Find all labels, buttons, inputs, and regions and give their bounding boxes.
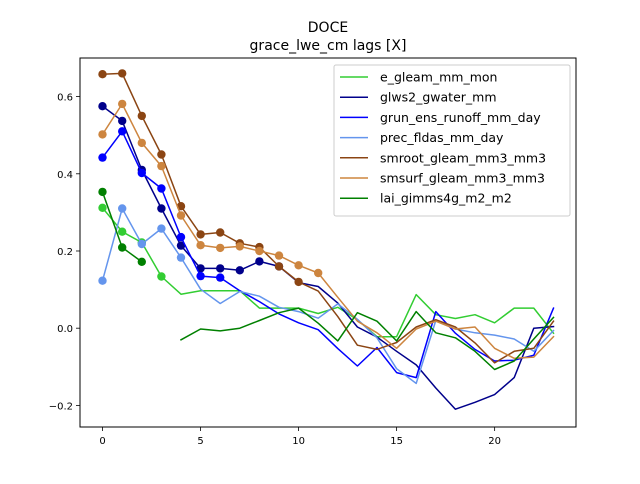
series-lai-gimms4g-m2-m2 — [98, 187, 555, 371]
data-point-prec-fldas-mm-day-2 — [137, 239, 146, 249]
data-point-smroot-gleam-mm3-mm3-5 — [196, 230, 205, 239]
data-point-smroot-gleam-mm3-mm3-9 — [274, 262, 284, 271]
data-point-lai-gimms4g-m2-m2-0 — [98, 187, 107, 197]
data-point-grun-ens-runoff-mm-day-3 — [157, 184, 166, 193]
data-point-smsurf-gleam-mm3-mm3-1 — [118, 99, 127, 109]
data-point-prec-fldas-mm-day-0 — [98, 276, 107, 285]
series-line-lai-gimms4g-m2-m2-1 — [179, 307, 555, 371]
data-point-smsurf-gleam-mm3-mm3-2 — [137, 138, 146, 148]
x-tick-label-10: 10 — [292, 436, 305, 447]
data-point-prec-fldas-mm-day-4 — [176, 253, 186, 262]
data-point-smsurf-gleam-mm3-mm3-5 — [196, 241, 205, 250]
data-point-glws2-gwater-mm-0 — [98, 102, 107, 111]
data-point-lai-gimms4g-m2-m2-1 — [118, 243, 127, 252]
legend-label-smsurf-gleam-mm3-mm3: smsurf_gleam_mm3_mm3 — [380, 171, 545, 186]
legend-label-grun-ens-runoff-mm-day: grun_ens_runoff_mm_day — [380, 110, 541, 125]
data-point-smroot-gleam-mm3-mm3-0 — [98, 70, 107, 79]
x-tick-label-5: 5 — [197, 436, 203, 447]
y-tick-label-1: 0.0 — [57, 324, 73, 335]
data-point-e-gleam-mm-mon-3 — [157, 272, 166, 281]
data-point-e-gleam-mm-mon-1 — [118, 227, 127, 236]
x-tick-label-0: 0 — [99, 436, 105, 447]
series-line-smroot-gleam-mm3-mm3 — [101, 72, 555, 364]
series-layer — [98, 69, 555, 410]
legend: e_gleam_mm_mon glws2_gwater_mm grun_ens_ru… — [333, 64, 571, 217]
data-point-grun-ens-runoff-mm-day-0 — [98, 153, 107, 162]
data-point-smroot-gleam-mm3-mm3-3 — [157, 150, 166, 159]
data-point-smroot-gleam-mm3-mm3-2 — [137, 111, 146, 121]
axes: 0 5 10 15 20 −0.2 0.0 0.2 0.4 0.6 — [49, 93, 501, 447]
data-point-smsurf-gleam-mm3-mm3-8 — [255, 246, 264, 256]
data-point-grun-ens-runoff-mm-day-6 — [216, 273, 225, 282]
data-point-grun-ens-runoff-mm-day-5 — [196, 271, 205, 281]
data-point-glws2-gwater-mm-4 — [176, 241, 186, 250]
legend-label-smroot-gleam-mm3-mm3: smroot_gleam_mm3_mm3 — [380, 150, 546, 165]
plot-frame — [79, 57, 577, 428]
y-tick-label-0: −0.2 — [49, 401, 73, 412]
legend-label-e-gleam-mm-mon: e_gleam_mm_mon — [380, 70, 497, 85]
data-point-smsurf-gleam-mm3-mm3-0 — [98, 130, 107, 139]
chart-title: DOCE — [308, 20, 348, 36]
legend-box — [333, 64, 571, 217]
data-point-smroot-gleam-mm3-mm3-1 — [118, 69, 127, 78]
y-tick-label-3: 0.4 — [57, 170, 73, 181]
data-point-prec-fldas-mm-day-1 — [118, 204, 127, 213]
data-point-smsurf-gleam-mm3-mm3-7 — [235, 242, 244, 251]
legend-label-lai-gimms4g-m2-m2: lai_gimms4g_m2_m2 — [380, 191, 512, 206]
data-point-glws2-gwater-mm-1 — [118, 116, 127, 126]
data-point-smsurf-gleam-mm3-mm3-10 — [294, 261, 303, 270]
data-point-smsurf-gleam-mm3-mm3-4 — [176, 211, 186, 220]
data-point-prec-fldas-mm-day-3 — [157, 224, 166, 233]
legend-label-prec-fldas-mm-day: prec_fldas_mm_day — [380, 130, 504, 145]
data-point-lai-gimms4g-m2-m2-2 — [137, 257, 146, 266]
y-tick-label-4: 0.6 — [57, 93, 73, 104]
y-tick-label-2: 0.2 — [57, 247, 73, 258]
data-point-smsurf-gleam-mm3-mm3-3 — [157, 161, 166, 171]
data-point-smroot-gleam-mm3-mm3-6 — [216, 228, 225, 237]
chart-subtitle: grace_lwe_cm lags [X] — [250, 38, 407, 54]
series-line-grun-ens-runoff-mm-day — [101, 130, 555, 379]
data-point-glws2-gwater-mm-6 — [216, 264, 225, 273]
data-point-e-gleam-mm-mon-0 — [98, 203, 107, 212]
series-grun-ens-runoff-mm-day — [98, 127, 555, 379]
data-point-grun-ens-runoff-mm-day-4 — [176, 232, 186, 242]
data-point-glws2-gwater-mm-7 — [235, 266, 244, 275]
data-point-smsurf-gleam-mm3-mm3-6 — [216, 243, 225, 253]
legend-label-glws2-gwater-mm: glws2_gwater_mm — [380, 90, 497, 105]
data-point-glws2-gwater-mm-3 — [157, 204, 166, 213]
series-line-prec-fldas-mm-day — [101, 207, 555, 385]
series-prec-fldas-mm-day — [98, 204, 555, 385]
series-smsurf-gleam-mm3-mm3 — [98, 99, 555, 360]
data-point-smsurf-gleam-mm3-mm3-11 — [314, 268, 323, 278]
series-line-smsurf-gleam-mm3-mm3 — [101, 103, 555, 360]
data-point-grun-ens-runoff-mm-day-2 — [137, 168, 146, 178]
data-point-smroot-gleam-mm3-mm3-10 — [294, 277, 303, 287]
data-point-smsurf-gleam-mm3-mm3-9 — [274, 251, 284, 260]
x-tick-label-20: 20 — [488, 436, 501, 447]
data-point-glws2-gwater-mm-8 — [255, 257, 264, 266]
data-point-grun-ens-runoff-mm-day-1 — [118, 127, 127, 136]
x-tick-label-15: 15 — [390, 436, 403, 447]
